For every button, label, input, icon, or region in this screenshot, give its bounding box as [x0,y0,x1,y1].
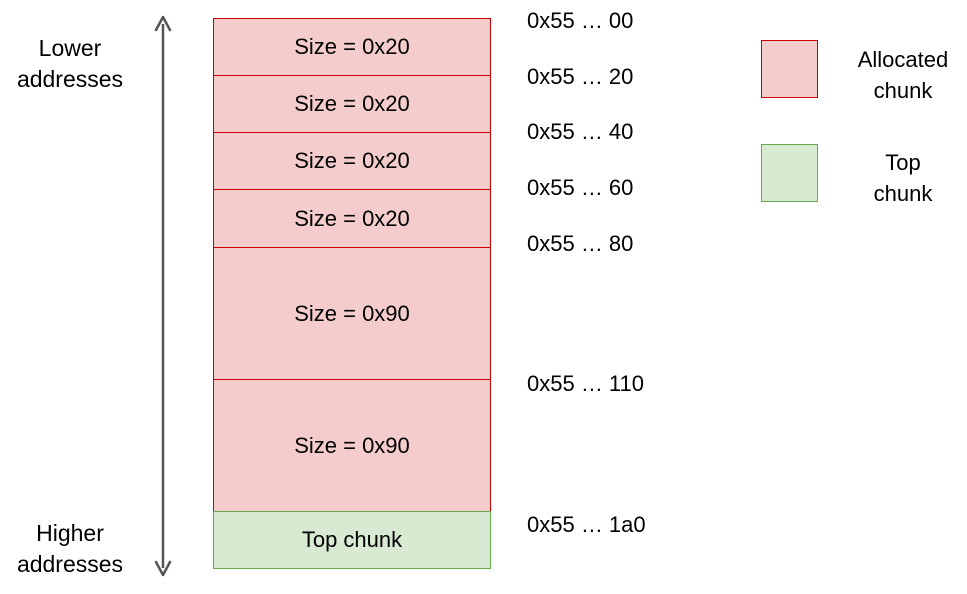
chunk-3-label: Size = 0x20 [294,148,410,173]
chunk-4: Size = 0x20 [213,189,491,248]
chunk-6-label: Size = 0x90 [294,432,410,458]
chunk-6: Size = 0x90 [213,379,491,512]
top-chunk-label: Top chunk [301,527,403,552]
axis-arrowhead-up [154,15,172,32]
chunk-2-label: Size = 0x20 [294,91,410,116]
address-label: 0x55 … 60 [527,175,634,200]
legend-top-line1: Top [885,150,921,175]
chunk-1: Size = 0x20 [213,18,491,76]
legend-top-label: Top chunk [838,147,967,209]
chunk-1-label: Size = 0x20 [294,34,410,59]
chunk-5-label: Size = 0x90 [294,300,410,326]
address-label: 0x55 … 20 [527,64,634,89]
address-label: 0x55 … 1a0 [527,512,646,537]
chunk-5: Size = 0x90 [213,247,491,380]
legend-allocated-swatch [761,40,818,98]
address-label: 0x55 … 00 [527,8,634,33]
legend-top-swatch [761,144,818,202]
higher-addresses-label: Higher addresses [16,520,124,577]
chunk-2: Size = 0x20 [213,75,491,133]
address-label: 0x55 … 110 [527,371,645,396]
address-axis-arrow [154,15,172,577]
top-chunk: Top chunk [213,511,491,569]
chunk-4-label: Size = 0x20 [294,205,410,231]
axis-arrowhead-down [154,560,172,577]
legend-allocated-line2: chunk [873,78,933,103]
legend-top-line2: chunk [873,181,933,206]
lower-addresses-label: Lower addresses [16,35,124,92]
chunk-3: Size = 0x20 [213,132,491,190]
address-label: 0x55 … 80 [527,231,634,256]
address-label: 0x55 … 40 [527,119,634,144]
legend-allocated-label: Allocated chunk [838,44,967,106]
legend-allocated-line1: Allocated [857,47,949,72]
